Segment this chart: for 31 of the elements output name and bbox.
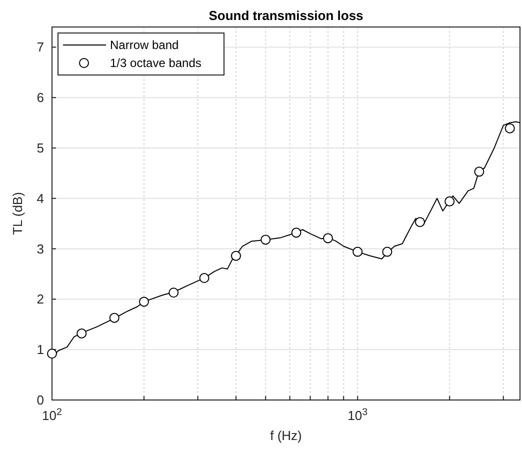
point bbox=[260, 234, 271, 245]
point bbox=[414, 217, 425, 228]
point bbox=[76, 328, 87, 338]
point bbox=[382, 246, 392, 257]
point bbox=[504, 123, 515, 134]
point bbox=[444, 196, 455, 206]
y-axis-title: TL (dB) bbox=[10, 192, 25, 235]
x-tick-label: 10$^{3}$ bbox=[348, 406, 368, 423]
point bbox=[47, 348, 57, 359]
y-tick-label: 1 bbox=[36, 342, 44, 358]
y-tick-label: 2 bbox=[36, 292, 44, 307]
point bbox=[322, 233, 333, 244]
y-tick-label: 7 bbox=[36, 40, 44, 55]
point bbox=[230, 250, 241, 261]
y-tick-label: 5 bbox=[36, 140, 44, 156]
point bbox=[474, 166, 484, 177]
x-tick-label: 10$^{2}$ bbox=[42, 406, 62, 423]
y-tick-label: 6 bbox=[36, 90, 44, 106]
y-tick-label: 4 bbox=[36, 190, 44, 206]
point bbox=[138, 296, 149, 307]
legend-label: Narrow band bbox=[110, 38, 179, 52]
legend-label: 1/3 octave bands bbox=[110, 56, 202, 70]
y-tick-label: 3 bbox=[36, 241, 44, 256]
point bbox=[168, 288, 179, 298]
x-axis-title: f (Hz) bbox=[270, 428, 302, 443]
point bbox=[352, 246, 363, 257]
point bbox=[109, 312, 120, 323]
point bbox=[291, 228, 302, 238]
y-tick-label: 0 bbox=[36, 392, 44, 408]
chart-title: Sound transmission loss bbox=[208, 8, 364, 23]
point bbox=[199, 273, 210, 284]
